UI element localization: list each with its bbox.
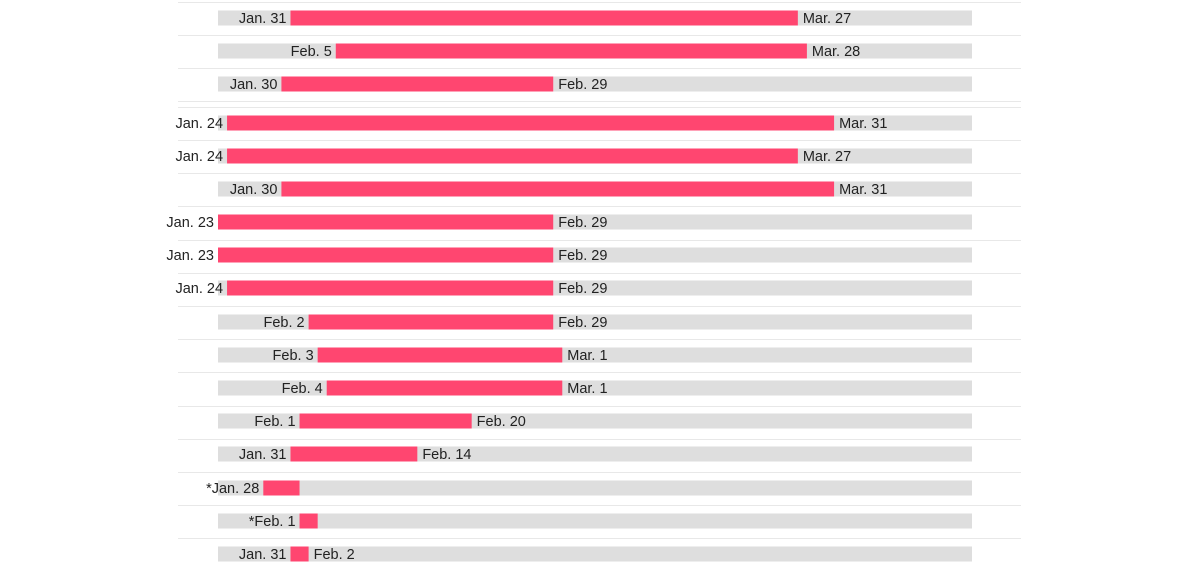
start-date-label: Jan. 24 [175,116,223,132]
start-date-label: Jan. 30 [230,77,278,93]
start-date-label: *Jan. 28 [206,481,259,497]
end-date-label: Feb. 14 [422,447,471,463]
range-bar [335,43,807,59]
start-date-label: Feb. 3 [273,348,314,364]
chart-row: Jan. 23 Feb. 29 [166,247,972,264]
end-date-label: Mar. 28 [812,44,860,60]
chart-row: Feb. 5 Mar. 28 [218,43,972,60]
range-bar [290,10,798,26]
chart-row: Jan. 31 Mar. 27 [218,10,972,27]
range-bar [218,247,554,263]
chart-row: Jan. 24 Feb. 29 [175,280,972,297]
chart-row: Feb. 4 Mar. 1 [218,380,972,397]
row-track [218,513,972,529]
start-date-label: Jan. 24 [175,281,223,297]
chart-row: Jan. 31 Feb. 2 [218,546,972,563]
range-bar [227,280,554,296]
end-date-label: Mar. 31 [839,116,887,132]
chart-row: Jan. 24 Mar. 27 [175,148,972,165]
row-track [218,546,972,562]
start-date-label: Feb. 4 [282,381,323,397]
start-date-label: Jan. 24 [175,149,223,165]
end-date-label: Mar. 1 [567,381,607,397]
range-bar [227,148,798,164]
end-date-label: Feb. 20 [477,414,526,430]
end-date-label: Feb. 29 [558,77,607,93]
start-date-label: Jan. 31 [239,547,287,563]
end-date-label: Feb. 29 [558,215,607,231]
chart-row: Feb. 1 Feb. 20 [218,413,972,430]
end-date-label: Feb. 29 [558,315,607,331]
chart-row: Jan. 30 Mar. 31 [218,181,972,198]
chart-row: Feb. 2 Feb. 29 [218,314,972,331]
chart-row: *Feb. 1 [218,513,972,530]
start-date-label: *Feb. 1 [249,514,296,530]
end-date-label: Feb. 29 [558,281,607,297]
start-date-label: Feb. 5 [291,44,332,60]
range-bar [218,214,554,230]
range-bar [290,446,418,462]
start-date-label: Feb. 1 [254,414,295,430]
end-date-label: Feb. 2 [314,547,355,563]
range-bar [299,413,472,429]
row-track [218,480,972,496]
range-bar [281,181,835,197]
end-date-label: Mar. 1 [567,348,607,364]
chart-row: Jan. 30 Feb. 29 [218,76,972,93]
start-date-label: Jan. 23 [166,215,214,231]
end-date-label: Mar. 27 [803,149,851,165]
start-date-label: Jan. 31 [239,447,287,463]
start-date-label: Jan. 31 [239,11,287,27]
chart-row: Feb. 3 Mar. 1 [218,347,972,364]
chart-row: Jan. 23 Feb. 29 [166,214,972,231]
end-date-label: Feb. 29 [558,248,607,264]
range-bar [299,513,318,529]
chart-row: *Jan. 28 [206,480,972,497]
start-date-label: Jan. 30 [230,182,278,198]
range-bar [227,115,835,131]
range-bar [290,546,309,562]
range-bar [317,347,563,363]
start-date-label: Feb. 2 [263,315,304,331]
range-bar [308,314,554,330]
range-bar [326,380,563,396]
start-date-label: Jan. 23 [166,248,214,264]
chart-row: Jan. 24 Mar. 31 [175,115,972,132]
range-bar [263,480,300,496]
range-bar [281,76,554,92]
end-date-label: Mar. 31 [839,182,887,198]
end-date-label: Mar. 27 [803,11,851,27]
chart-row: Jan. 31 Feb. 14 [218,446,972,463]
